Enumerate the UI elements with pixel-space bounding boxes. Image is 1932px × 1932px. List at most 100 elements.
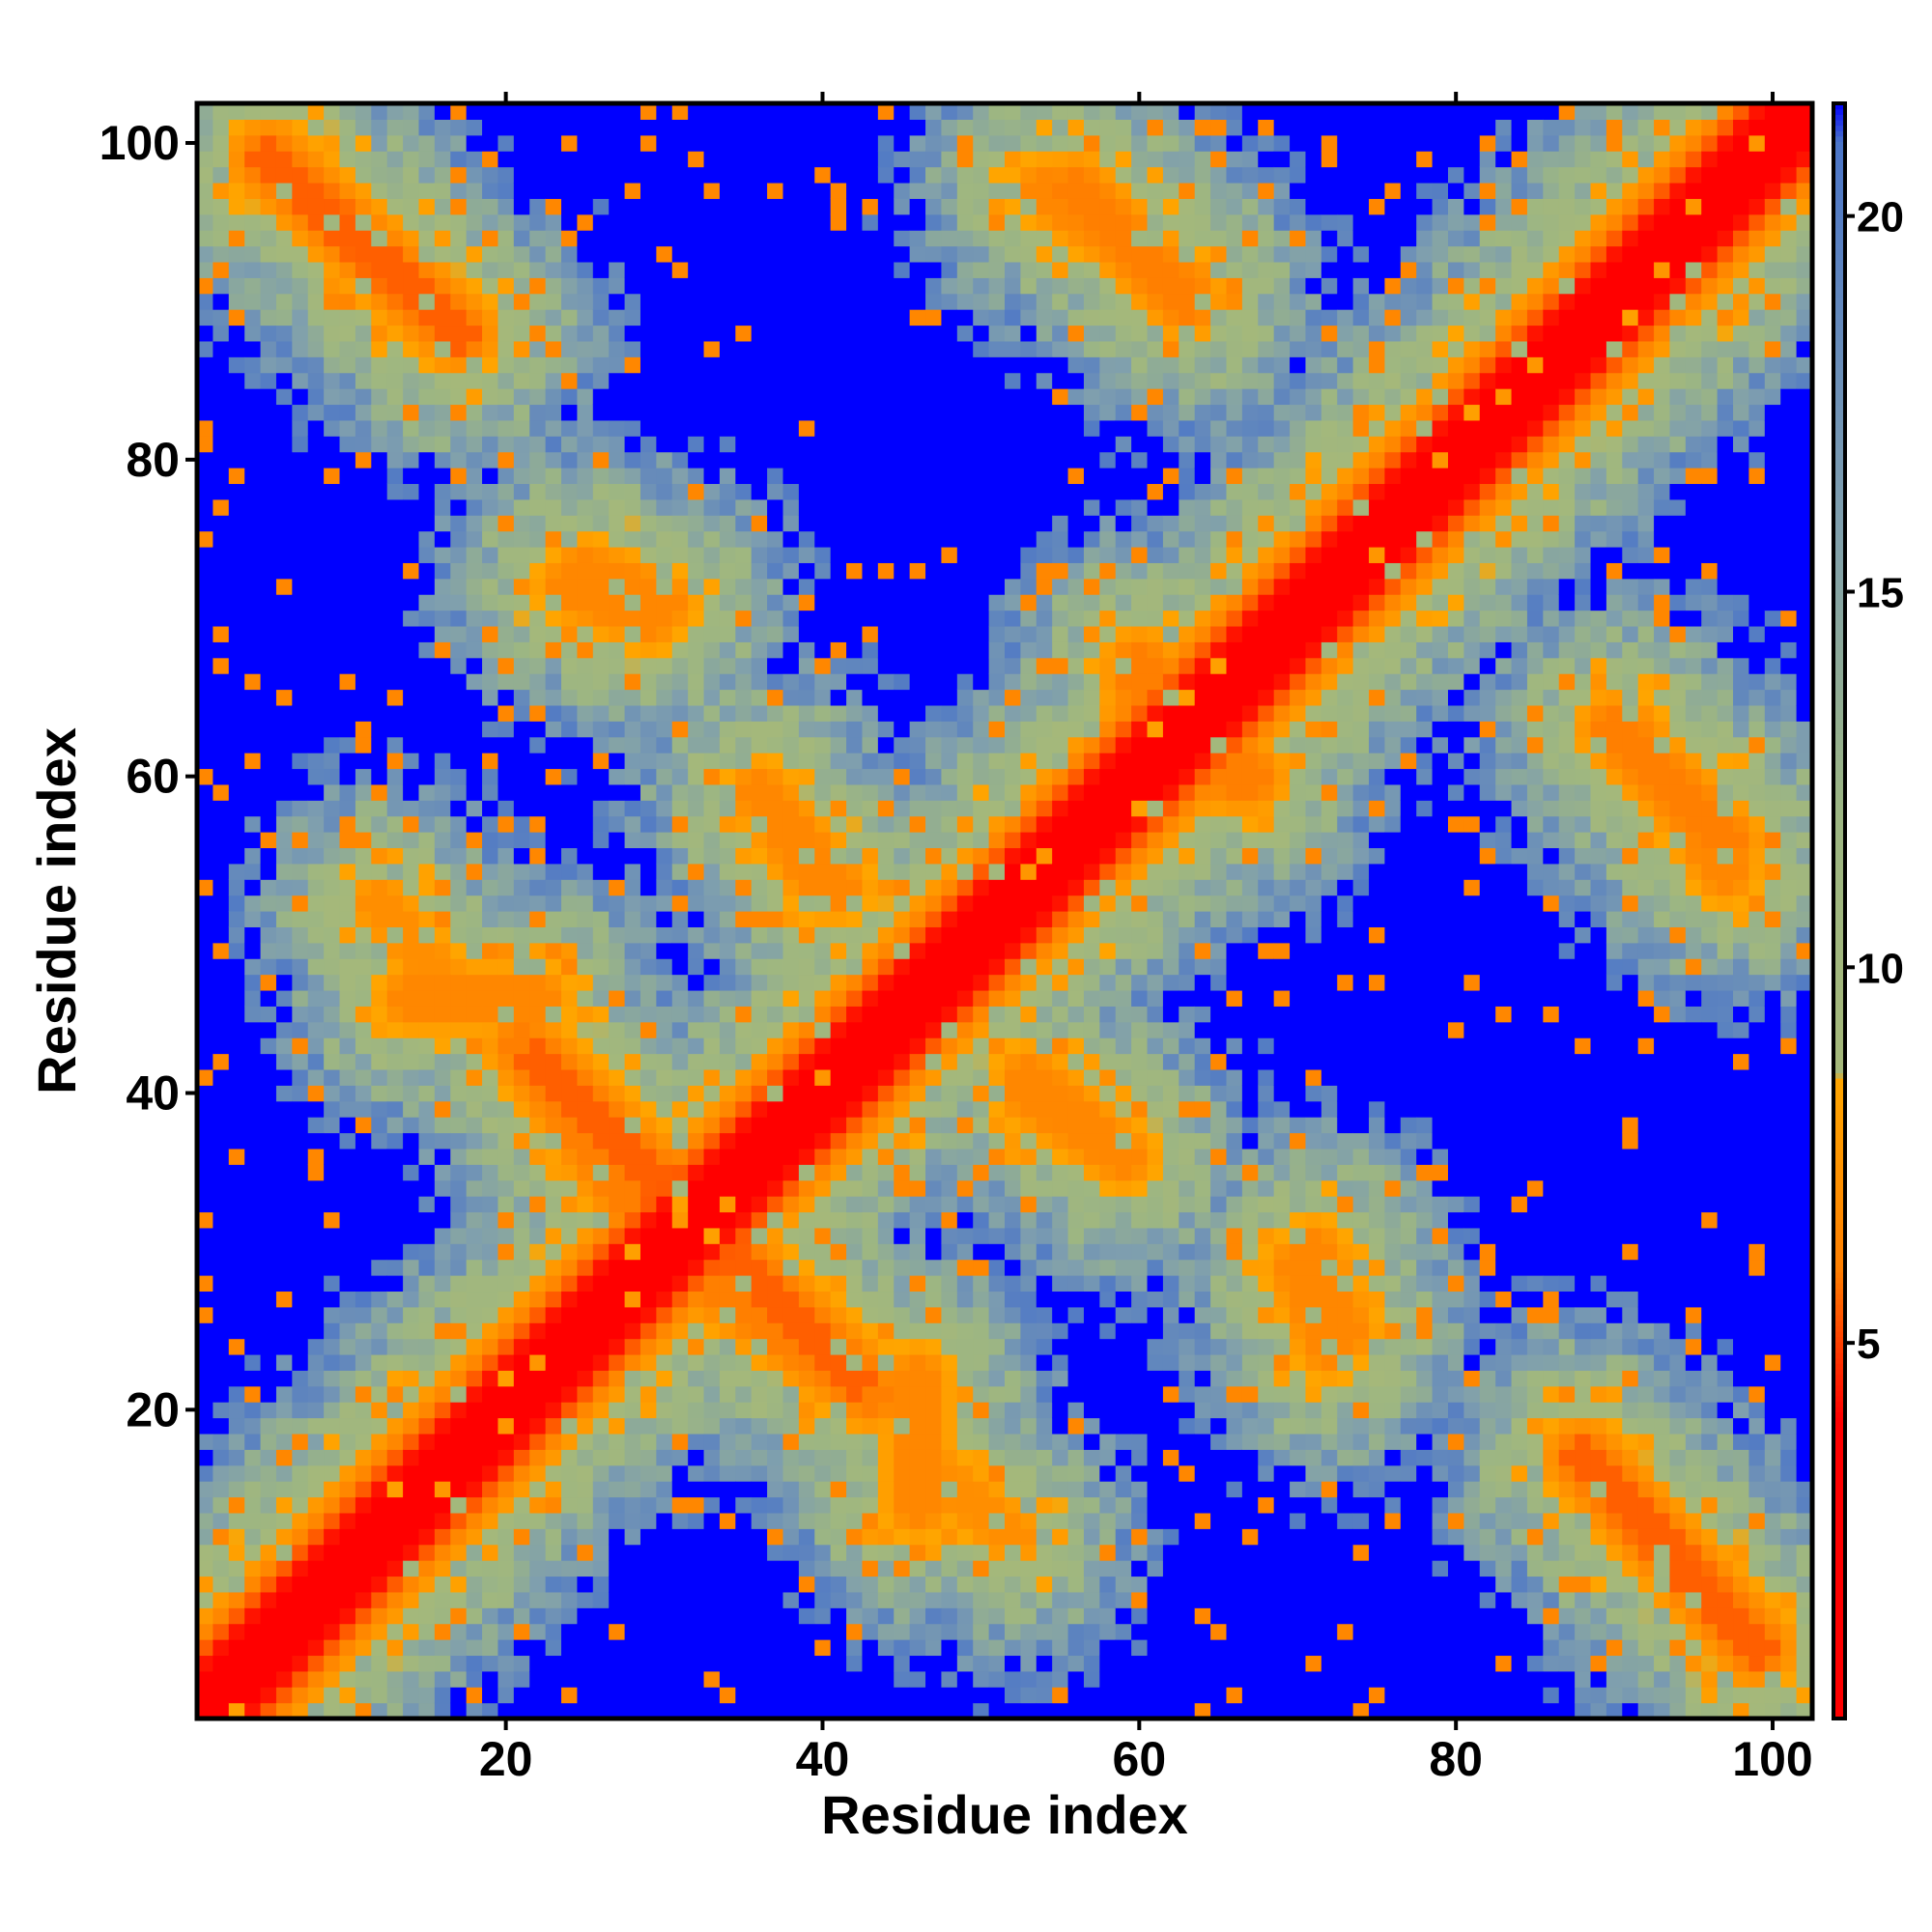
heatmap-cell [624, 594, 641, 611]
heatmap-cell [624, 1100, 641, 1118]
heatmap-cell [529, 1006, 547, 1023]
heatmap-cell [798, 103, 815, 120]
heatmap-cell [956, 1623, 974, 1640]
heatmap-cell [577, 958, 594, 976]
heatmap-cell [466, 895, 483, 912]
heatmap-cell [814, 926, 832, 944]
heatmap-cell [466, 483, 483, 500]
heatmap-cell [466, 1021, 483, 1038]
heatmap-cell [197, 1211, 213, 1229]
heatmap-cell [703, 546, 721, 563]
heatmap-cell [609, 1433, 626, 1450]
heatmap-cell [228, 1464, 245, 1482]
heatmap-cell [671, 594, 689, 611]
heatmap-cell [482, 498, 499, 516]
heatmap-cell [703, 1496, 721, 1514]
heatmap-cell [846, 1211, 864, 1229]
heatmap-cell [719, 230, 736, 247]
heatmap-cell [213, 1227, 230, 1244]
heatmap-cell [671, 1322, 689, 1340]
heatmap-cell [434, 1433, 451, 1450]
heatmap-cell [418, 594, 436, 611]
heatmap-cell [767, 1037, 784, 1055]
heatmap-cell [466, 468, 483, 485]
heatmap-cell [782, 134, 800, 152]
heatmap-cell [925, 657, 943, 674]
heatmap-cell [830, 1512, 847, 1529]
heatmap-cell [513, 1433, 530, 1450]
heatmap-cell [371, 704, 388, 722]
heatmap-cell [307, 1449, 325, 1466]
heatmap-cell [228, 1449, 245, 1466]
heatmap-cell [767, 989, 784, 1007]
heatmap-cell [228, 911, 245, 927]
heatmap-cell [355, 1560, 372, 1577]
heatmap-cell [434, 166, 451, 184]
heatmap-cell [782, 1259, 800, 1276]
heatmap-cell [260, 1402, 277, 1419]
heatmap-cell [656, 1306, 673, 1323]
heatmap-cell [197, 1068, 213, 1086]
heatmap-cell [909, 451, 926, 469]
heatmap-cell [956, 1481, 974, 1498]
heatmap-cell [244, 388, 262, 406]
heatmap-cell [466, 1544, 483, 1561]
heatmap-cell [197, 753, 213, 770]
heatmap-cell [624, 657, 641, 674]
heatmap-cell [529, 230, 547, 247]
heatmap-cell [324, 1259, 341, 1276]
heatmap-cell [529, 119, 547, 136]
heatmap-cell [529, 1512, 547, 1529]
heatmap-cell [529, 261, 547, 278]
heatmap-cell [846, 1623, 864, 1640]
heatmap-cell [925, 1179, 943, 1197]
heatmap-cell [735, 911, 753, 927]
heatmap-cell [688, 1037, 705, 1055]
heatmap-cell [545, 515, 562, 532]
heatmap-cell [545, 498, 562, 516]
heatmap-cell [213, 1021, 230, 1038]
heatmap-cell [592, 213, 610, 231]
heatmap-cell [403, 625, 420, 642]
heatmap-cell [846, 134, 864, 152]
heatmap-cell [275, 942, 293, 959]
heatmap-cell [292, 1322, 309, 1340]
heatmap-cell [275, 1464, 293, 1482]
heatmap-cell [434, 1196, 451, 1213]
heatmap-cell [909, 515, 926, 532]
heatmap-cell [909, 974, 926, 991]
heatmap-cell [751, 293, 768, 310]
heatmap-cell [862, 1117, 879, 1134]
heatmap-cell [434, 1402, 451, 1419]
heatmap-cell [513, 498, 530, 516]
heatmap-cell [386, 641, 404, 659]
heatmap-cell [418, 610, 436, 627]
heatmap-cell [434, 1639, 451, 1657]
heatmap-cell [703, 1670, 721, 1688]
heatmap-cell [292, 1576, 309, 1593]
heatmap-cell [418, 1306, 436, 1323]
heatmap-cell [482, 610, 499, 627]
heatmap-cell [275, 483, 293, 500]
heatmap-cell [371, 1464, 388, 1482]
heatmap-cell [513, 1117, 530, 1134]
heatmap-cell [782, 436, 800, 453]
heatmap-cell [545, 1132, 562, 1150]
heatmap-cell [830, 1353, 847, 1371]
heatmap-cell [639, 610, 657, 627]
heatmap-cell [513, 783, 530, 801]
heatmap-cell [418, 468, 436, 485]
heatmap-cell [466, 1528, 483, 1546]
heatmap-cell [450, 293, 468, 310]
heatmap-cell [450, 625, 468, 642]
heatmap-cell [941, 134, 958, 152]
heatmap-cell [213, 546, 230, 563]
heatmap-cell [450, 1306, 468, 1323]
heatmap-cell [782, 1117, 800, 1134]
heatmap-cell [751, 753, 768, 770]
heatmap-cell [228, 783, 245, 801]
heatmap-cell [561, 1100, 579, 1118]
heatmap-cell [782, 1607, 800, 1625]
heatmap-cell [862, 468, 879, 485]
heatmap-cell [355, 325, 372, 342]
